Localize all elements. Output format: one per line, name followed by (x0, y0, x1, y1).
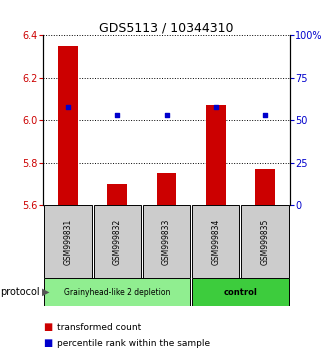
Point (164, 113, 169, 118)
Bar (206, 105, 226, 205)
Text: GSM999832: GSM999832 (113, 218, 122, 265)
Text: Grainyhead-like 2 depletion: Grainyhead-like 2 depletion (64, 287, 170, 297)
Text: ■: ■ (43, 322, 53, 332)
Text: control: control (223, 287, 257, 297)
Bar (107, 184, 127, 205)
Text: GSM999833: GSM999833 (162, 218, 171, 265)
Bar (44, 205, 92, 278)
Bar (192, 278, 289, 306)
Bar (255, 169, 275, 205)
Text: GSM999834: GSM999834 (211, 218, 220, 265)
Bar (58, 46, 78, 205)
Bar (192, 205, 239, 278)
Title: GDS5113 / 10344310: GDS5113 / 10344310 (99, 21, 234, 34)
Point (213, 104, 218, 110)
Text: GSM999835: GSM999835 (260, 218, 270, 265)
Bar (94, 205, 141, 278)
Text: percentile rank within the sample: percentile rank within the sample (57, 339, 210, 348)
Text: transformed count: transformed count (57, 323, 141, 332)
Point (65, 104, 71, 110)
Text: protocol: protocol (0, 287, 40, 297)
Bar (44, 278, 190, 306)
Text: GSM999831: GSM999831 (63, 218, 73, 265)
Point (115, 113, 120, 118)
Point (262, 113, 268, 118)
Text: ▶: ▶ (42, 287, 49, 297)
Text: ■: ■ (43, 338, 53, 348)
Bar (241, 205, 289, 278)
Bar (143, 205, 190, 278)
Bar (157, 173, 176, 205)
